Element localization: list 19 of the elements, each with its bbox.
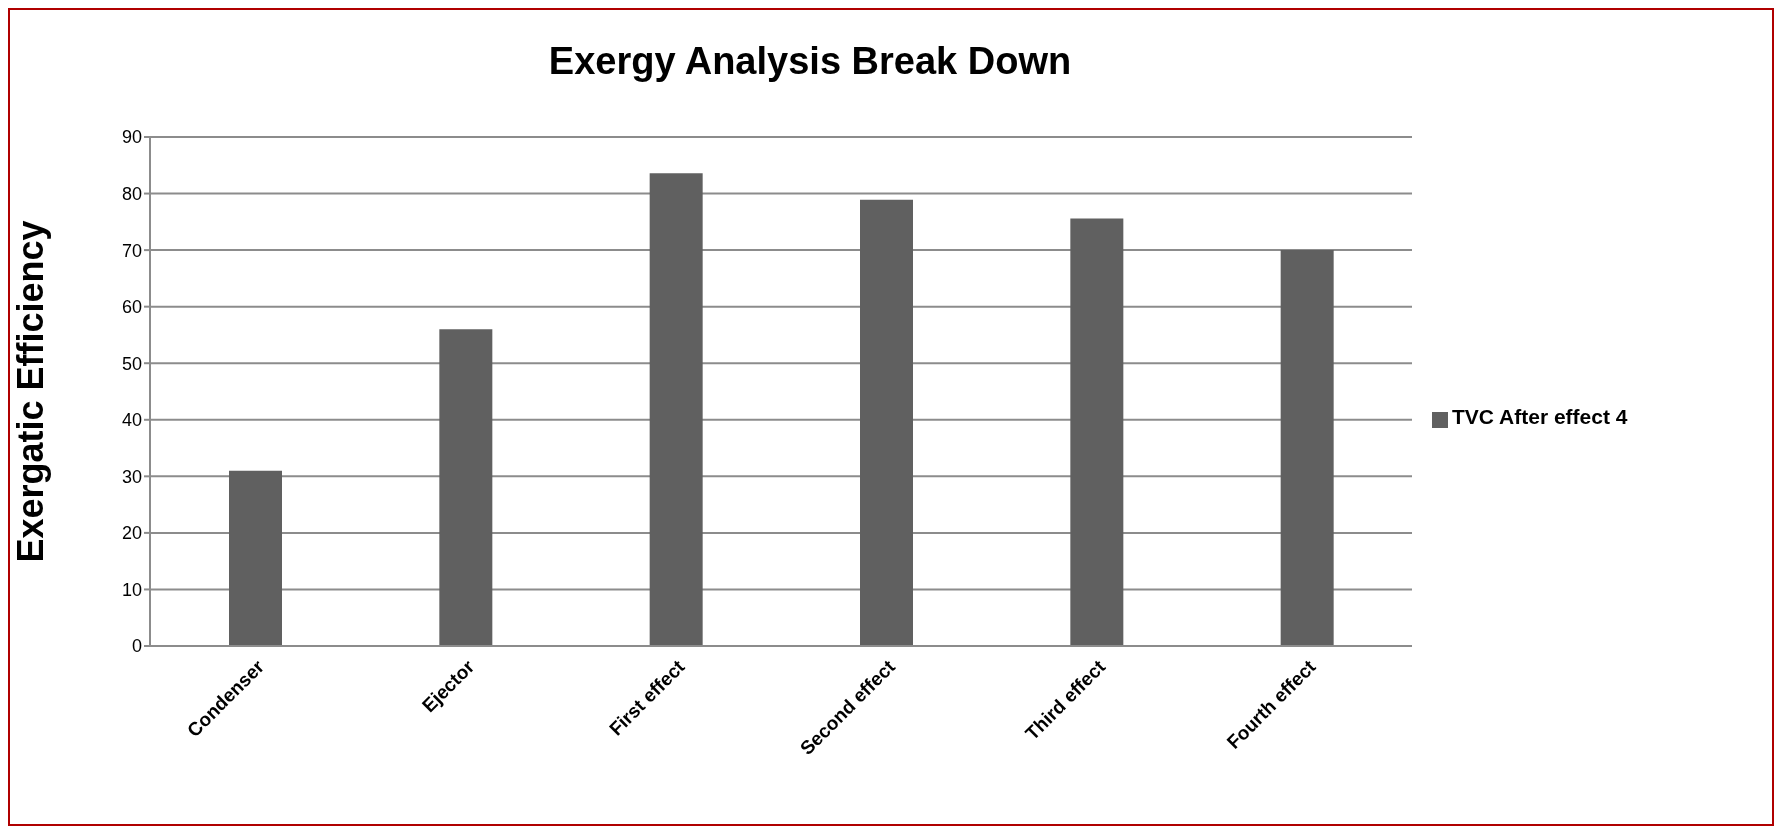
bar [229, 470, 282, 646]
y-tick-label: 90 [121, 127, 142, 148]
chart-title: Exergy Analysis Break Down [547, 40, 1073, 83]
y-tick-label: 40 [121, 410, 142, 431]
y-tick-label: 10 [121, 579, 142, 600]
y-tick-label: 30 [121, 466, 142, 487]
bar [1070, 218, 1124, 646]
y-tick-label: 0 [131, 636, 142, 657]
y-tick-label: 50 [121, 353, 142, 374]
bar [439, 329, 493, 646]
y-tick-label: 80 [121, 183, 142, 204]
y-axis-title: Exergatic Efficiency [9, 220, 51, 563]
bar [1280, 250, 1334, 646]
legend-label: TVC After effect 4 [1452, 405, 1628, 428]
bar [649, 173, 703, 646]
y-tick-label: 20 [121, 523, 142, 544]
y-tick-label: 70 [121, 240, 142, 261]
y-tick-label: 60 [121, 297, 142, 318]
bar [860, 199, 913, 646]
